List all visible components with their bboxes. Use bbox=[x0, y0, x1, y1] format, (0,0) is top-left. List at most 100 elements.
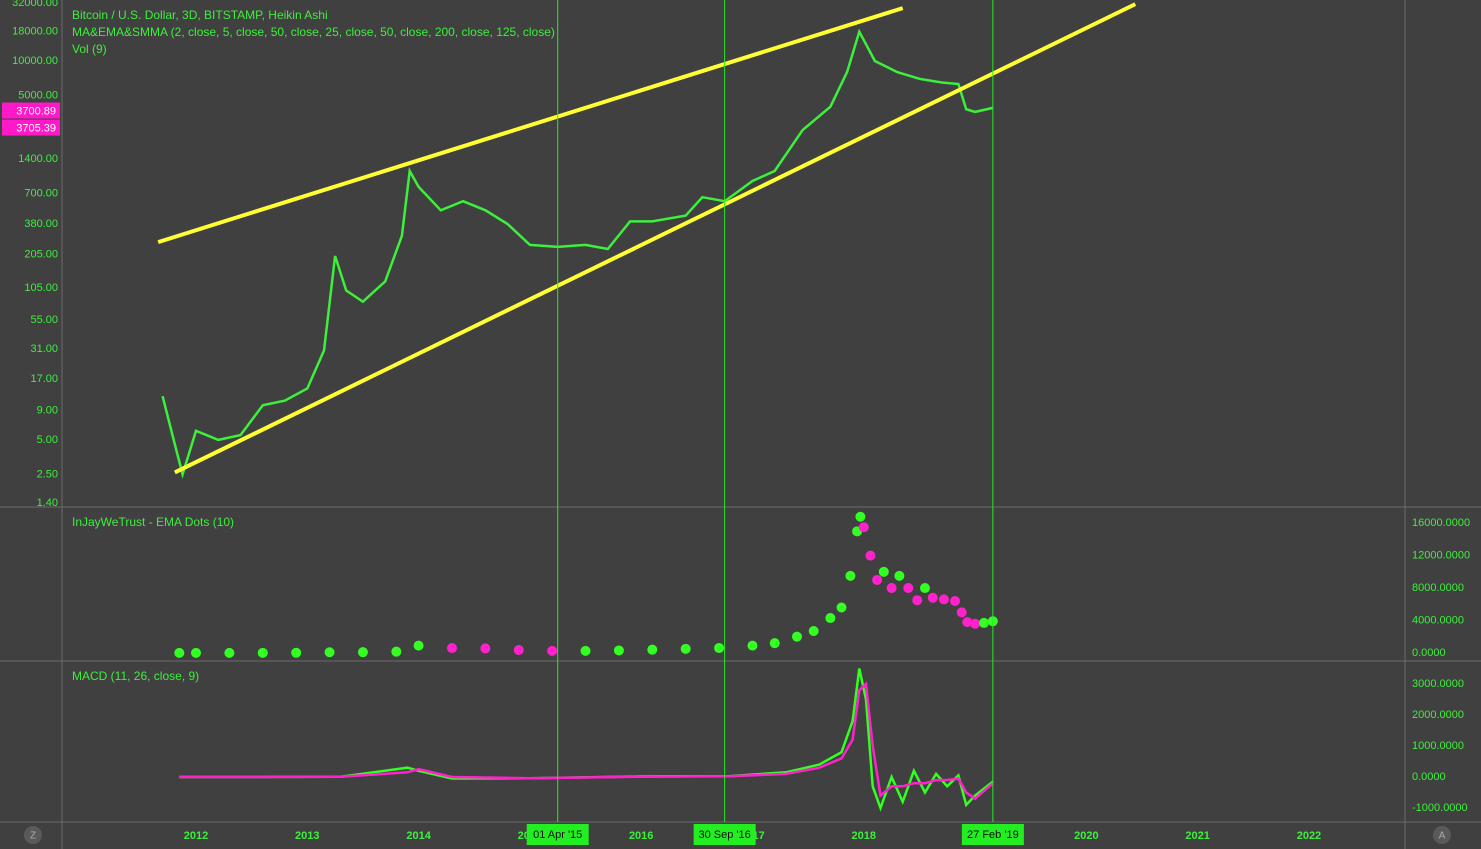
auto-button-label[interactable]: A bbox=[1439, 831, 1446, 842]
trend-line bbox=[173, 2, 1137, 475]
ema-dot bbox=[970, 618, 981, 629]
ema-dot bbox=[978, 617, 989, 628]
ema-dot bbox=[747, 640, 758, 651]
y-tick-label: 10000.00 bbox=[12, 55, 58, 67]
ema-dot bbox=[580, 645, 591, 656]
date-marker-label: 01 Apr '15 bbox=[533, 829, 582, 841]
date-marker-label: 27 Feb '19 bbox=[967, 829, 1019, 841]
y-tick-label: 700.00 bbox=[24, 187, 58, 199]
ema-dot bbox=[224, 647, 235, 658]
y-tick-label: 5000.00 bbox=[18, 89, 58, 101]
ema-dot bbox=[613, 645, 624, 656]
date-marker-box bbox=[961, 824, 1024, 845]
y-tick-label: 4000.0000 bbox=[1412, 614, 1464, 626]
ema-dot bbox=[547, 645, 558, 656]
ema-dot bbox=[769, 638, 780, 649]
y-tick-label: 2.50 bbox=[37, 468, 58, 480]
ema-dot bbox=[919, 583, 930, 594]
ema-dot bbox=[513, 645, 524, 656]
y-tick-label: 31.00 bbox=[30, 343, 58, 355]
data-line bbox=[161, 28, 994, 479]
ema-dot bbox=[647, 644, 658, 655]
x-tick-label: 2018 bbox=[852, 830, 876, 842]
price-tag bbox=[2, 119, 60, 136]
y-tick-label: 205.00 bbox=[24, 249, 58, 261]
ema-dot bbox=[912, 595, 923, 606]
data-line bbox=[179, 668, 994, 812]
ema-dot bbox=[413, 640, 424, 651]
y-tick-label: 1400.00 bbox=[18, 153, 58, 165]
ema-dot bbox=[190, 647, 201, 658]
data-line bbox=[179, 681, 994, 801]
x-tick-label: 2014 bbox=[406, 830, 431, 842]
ema-dot bbox=[357, 647, 368, 658]
overlay: Bitcoin / U.S. Dollar, 3D, BITSTAMP, Hei… bbox=[2, 0, 1321, 845]
ema-dot bbox=[962, 617, 973, 628]
marks bbox=[157, 2, 1137, 812]
y-tick-label: 380.00 bbox=[24, 218, 58, 230]
ema-dot bbox=[858, 522, 869, 533]
y-tick-label: 5.00 bbox=[37, 434, 58, 446]
pane-title: MACD (11, 26, close, 9) bbox=[72, 669, 199, 683]
ema-dot bbox=[950, 596, 961, 607]
y-tick-label: 32000.00 bbox=[12, 0, 58, 9]
y-tick-label: 1.40 bbox=[37, 497, 58, 509]
indicator-label: Vol (9) bbox=[72, 42, 107, 56]
ema-dot bbox=[680, 643, 691, 654]
ema-dot bbox=[324, 647, 335, 658]
y-tick-label: 2000.0000 bbox=[1412, 709, 1464, 721]
ema-dot bbox=[257, 647, 268, 658]
ema-dot bbox=[886, 583, 897, 594]
y-tick-label: 12000.0000 bbox=[1412, 550, 1470, 562]
y-tick-label: 16000.0000 bbox=[1412, 517, 1470, 529]
indicator-label: MA&EMA&SMMA (2, close, 5, close, 50, clo… bbox=[72, 25, 555, 39]
y-tick-label: 0.0000 bbox=[1412, 647, 1446, 659]
ema-dot bbox=[446, 643, 457, 654]
pane-title: Bitcoin / U.S. Dollar, 3D, BITSTAMP, Hei… bbox=[72, 8, 328, 22]
ema-dot bbox=[872, 574, 883, 585]
ema-dot bbox=[480, 643, 491, 654]
grid: 32000.00 18000.00 10000.00 5000.00 1400.00 70… bbox=[12, 0, 1470, 814]
ema-dot bbox=[903, 583, 914, 594]
y-tick-label: 8000.0000 bbox=[1412, 582, 1464, 594]
price-tag bbox=[2, 102, 60, 119]
pane-title: InJayWeTrust - EMA Dots (10) bbox=[72, 515, 234, 529]
price-tag-label: 3700.89 bbox=[16, 105, 56, 117]
x-tick-label: 2012 bbox=[184, 830, 208, 842]
ema-dot bbox=[938, 594, 949, 605]
y-tick-label: 1000.0000 bbox=[1412, 740, 1464, 752]
ema-dot bbox=[855, 511, 866, 522]
ema-dot bbox=[865, 550, 876, 561]
x-tick-label: 2020 bbox=[1074, 830, 1098, 842]
scale-button[interactable] bbox=[24, 826, 42, 844]
y-tick-label: 18000.00 bbox=[12, 26, 58, 38]
trend-line bbox=[157, 6, 904, 245]
date-marker-box bbox=[526, 824, 589, 845]
ema-dot bbox=[894, 570, 905, 581]
date-marker-box bbox=[693, 824, 756, 845]
ema-dot bbox=[391, 646, 402, 657]
y-tick-label: 3000.0000 bbox=[1412, 678, 1464, 690]
date-marker-label: 30 Sep '16 bbox=[699, 829, 751, 841]
y-tick-label: 9.00 bbox=[37, 404, 58, 416]
ema-dot bbox=[291, 647, 302, 658]
ema-dot bbox=[927, 592, 938, 603]
ema-dot bbox=[845, 570, 856, 581]
y-tick-label: 105.00 bbox=[24, 282, 58, 294]
x-tick-label: 2022 bbox=[1297, 830, 1321, 842]
ema-dot bbox=[956, 607, 967, 618]
x-tick-label: 2016 bbox=[629, 830, 653, 842]
price-tag-label: 3705.39 bbox=[16, 122, 56, 134]
y-tick-label: 55.00 bbox=[30, 314, 58, 326]
scale-button-label[interactable]: Z bbox=[30, 831, 36, 842]
ema-dot bbox=[174, 647, 185, 658]
x-tick-label: 2013 bbox=[295, 830, 319, 842]
auto-button[interactable] bbox=[1433, 826, 1451, 844]
y-tick-label: 17.00 bbox=[30, 373, 58, 385]
ema-dot bbox=[808, 626, 819, 637]
ema-dot bbox=[791, 631, 802, 642]
ema-dot bbox=[825, 613, 836, 624]
y-tick-label: 0.0000 bbox=[1412, 771, 1446, 783]
